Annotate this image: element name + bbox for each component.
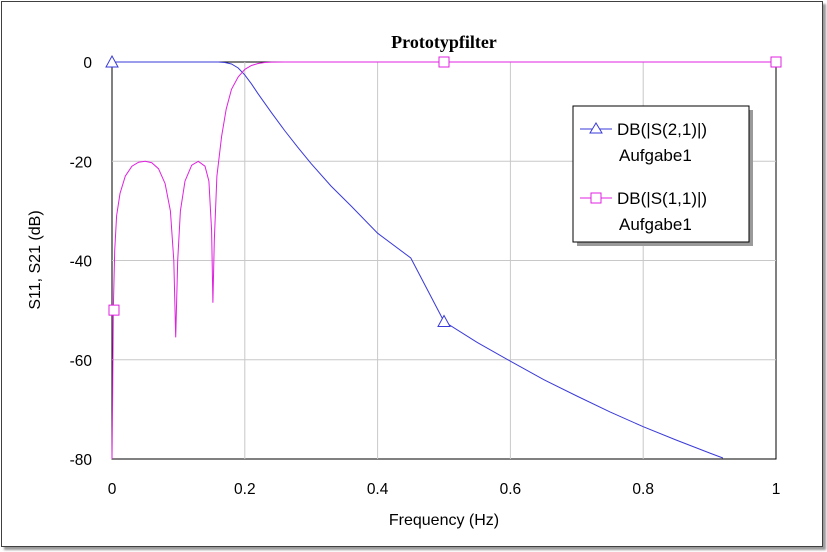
triangle-marker (105, 54, 119, 68)
legend-triangle-icon (589, 122, 603, 134)
legend-s11-name: DB(|S(1,1)|) (617, 189, 707, 208)
series-lines (111, 61, 776, 460)
triangle-marker (437, 314, 451, 328)
x-tick-label: 0.4 (367, 481, 389, 498)
x-tick-label: 0.8 (632, 481, 654, 498)
y-axis-label: S11, S21 (dB) (27, 210, 44, 309)
x-axis-label: Frequency (Hz) (389, 512, 499, 529)
y-tick-labels: 0 -20 -40 -60 -80 (70, 55, 93, 469)
legend-square-icon (590, 192, 602, 204)
legend-s21-dataset: Aufgabe1 (619, 146, 692, 165)
x-tick-labels: 0 0.2 0.4 0.6 0.8 1 (108, 481, 781, 498)
chart-svg: 0 0.2 0.4 0.6 0.8 1 0 -20 -40 -60 -80 Prototypfil… (27, 32, 782, 529)
chart-title: Prototypfilter (391, 32, 497, 52)
x-tick-label: 0 (108, 481, 117, 498)
grid-lines (112, 62, 776, 459)
legend: DB(|S(2,1)|) Aufgabe1 DB(|S(1,1)|) Aufga… (572, 105, 753, 246)
x-tick-label: 0.2 (234, 481, 256, 498)
y-tick-label: -20 (70, 154, 93, 171)
square-marker (108, 304, 120, 316)
y-tick-label: -40 (70, 254, 93, 271)
series-markers (105, 54, 782, 328)
legend-s11-dataset: Aufgabe1 (619, 215, 692, 234)
square-marker (438, 56, 450, 68)
square-marker (770, 56, 782, 68)
legend-s21-name: DB(|S(2,1)|) (617, 120, 707, 139)
y-tick-label: -60 (70, 353, 93, 370)
series-line-s21 (112, 61, 724, 459)
x-tick-label: 1 (772, 481, 781, 498)
y-tick-label: 0 (83, 55, 92, 72)
series-line-s11 (111, 61, 776, 460)
x-tick-label: 0.6 (500, 481, 522, 498)
y-tick-label: -80 (70, 452, 93, 469)
